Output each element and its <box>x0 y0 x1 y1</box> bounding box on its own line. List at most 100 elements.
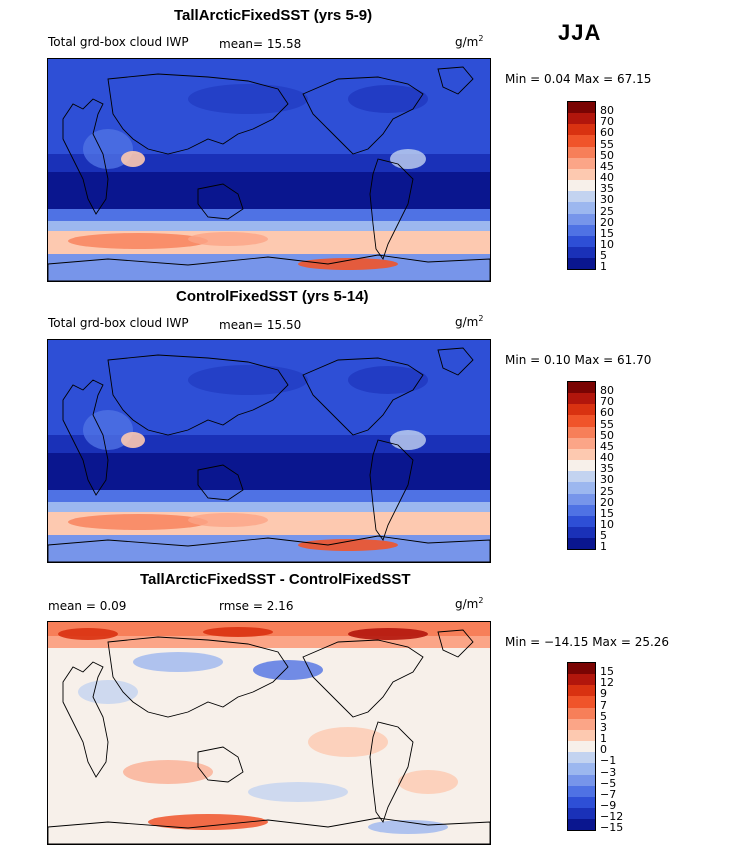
panel2-mean: mean= 15.50 <box>219 318 302 332</box>
panel2-subtitle: Total grd-box cloud IWP <box>48 316 189 330</box>
field-background <box>48 622 490 844</box>
colorbar-level-label: 55 <box>600 417 614 431</box>
colorbar-level-label: 15 <box>600 226 614 240</box>
colorbar-segment <box>568 471 595 483</box>
colorbar-level-label: 45 <box>600 159 614 173</box>
field-band <box>48 490 490 505</box>
coastline <box>48 817 490 844</box>
colorbar-segment <box>568 224 595 236</box>
panel3-title: TallArcticFixedSST - ControlFixedSST <box>140 571 411 588</box>
colorbar-segment <box>568 180 595 192</box>
panel1-map-field <box>48 59 490 281</box>
field-band <box>48 636 490 648</box>
coastline <box>437 347 474 376</box>
colorbar-segment <box>568 718 595 730</box>
colorbar-level-label: −3 <box>600 765 617 779</box>
colorbar-level-label: 1 <box>600 260 607 274</box>
coastline <box>62 379 109 496</box>
colorbar-segment <box>568 696 595 708</box>
colorbar-level-label: 10 <box>600 238 614 252</box>
colorbar-level-label: −1 <box>600 754 617 768</box>
colorbar-level-label: 30 <box>600 473 614 487</box>
coastline <box>48 254 490 281</box>
colorbar-segment <box>568 752 595 764</box>
panel1-minmax: Min = 0.04 Max = 67.15 <box>505 72 652 86</box>
coastlines <box>48 66 490 281</box>
colorbar-level-label: 60 <box>600 126 614 140</box>
field-blob <box>348 628 428 640</box>
colorbar-level-label: 10 <box>600 518 614 532</box>
coastline <box>107 73 289 155</box>
colorbar-segment <box>568 247 595 259</box>
field-band <box>48 450 490 495</box>
colorbar-level-label: 1 <box>600 540 607 554</box>
coastline <box>197 183 244 220</box>
field-band <box>48 154 490 172</box>
coastline <box>369 721 414 823</box>
field-blob <box>133 652 223 672</box>
colorbar-level-label: 80 <box>600 104 614 117</box>
colorbar-segment <box>568 538 595 550</box>
coastline <box>302 639 424 718</box>
colorbar-segment <box>568 102 595 114</box>
colorbar-level-label: 55 <box>600 137 614 151</box>
colorbar-segment <box>568 663 595 675</box>
colorbar-level-label: 5 <box>600 709 607 723</box>
field-band <box>48 209 490 224</box>
panel1-title: TallArcticFixedSST (yrs 5-9) <box>174 7 373 24</box>
colorbar-segment <box>568 124 595 136</box>
field-blob <box>398 770 458 794</box>
colorbar-segment <box>568 382 595 394</box>
coastline <box>197 464 244 501</box>
field-blob <box>390 149 426 169</box>
colorbar-segment <box>568 504 595 516</box>
colorbar-segment <box>568 135 595 147</box>
coastline <box>437 629 474 658</box>
colorbar-level-label: 50 <box>600 148 614 162</box>
colorbar-level-label: 3 <box>600 720 607 734</box>
colorbar-segment <box>568 213 595 225</box>
field-blob <box>78 680 138 704</box>
colorbar-segment <box>568 785 595 797</box>
field-blob <box>368 820 448 834</box>
field-band <box>48 169 490 214</box>
field-blob <box>203 627 273 637</box>
panel1-subtitle: Total grd-box cloud IWP <box>48 35 189 49</box>
colorbar-level-label: 12 <box>600 676 614 690</box>
coastline <box>437 66 474 95</box>
field-blob <box>148 814 268 830</box>
colorbar-level-label: −9 <box>600 799 617 813</box>
colorbar-segment <box>568 146 595 158</box>
colorbar-segment <box>568 527 595 539</box>
panel1-units: g/m2 <box>455 34 484 49</box>
colorbar-segment <box>568 729 595 742</box>
field-layer <box>48 622 490 844</box>
panel3-colorbar <box>567 662 596 832</box>
field-blob <box>58 628 118 640</box>
field-blob <box>253 660 323 680</box>
field-band <box>48 435 490 453</box>
colorbar-segment <box>568 493 595 505</box>
panel3-map <box>47 621 491 845</box>
panel2-units: g/m2 <box>455 314 484 329</box>
field-blob <box>390 430 426 450</box>
colorbar-level-label: 5 <box>600 529 607 543</box>
panel2-map-field <box>48 340 490 562</box>
field-layer <box>48 59 490 281</box>
colorbar-level-label: 35 <box>600 462 614 476</box>
field-blob <box>248 782 348 802</box>
colorbar-segment <box>568 191 595 203</box>
colorbar-level-label: 35 <box>600 182 614 196</box>
coastline <box>369 439 414 541</box>
field-band <box>48 535 490 562</box>
field-blob <box>348 85 428 113</box>
panel2-map <box>47 339 491 563</box>
colorbar-segment <box>568 157 595 169</box>
field-blob <box>68 514 208 530</box>
colorbar-level-label: 80 <box>600 384 614 397</box>
colorbar-level-label: −5 <box>600 776 617 790</box>
field-blob <box>308 727 388 757</box>
colorbar-segment <box>568 258 595 270</box>
coastline <box>107 354 289 436</box>
panel1-colorbar <box>567 101 596 271</box>
